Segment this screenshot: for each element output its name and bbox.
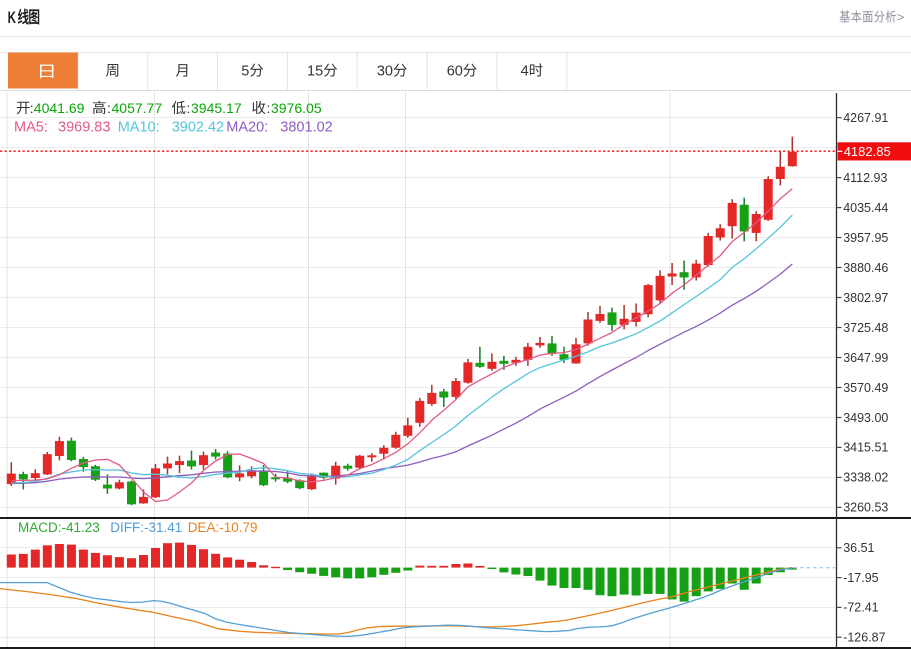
- svg-text:4041.69: 4041.69: [34, 100, 85, 116]
- svg-text:3880.46: 3880.46: [843, 261, 888, 275]
- svg-text:4267.91: 4267.91: [843, 111, 888, 125]
- svg-text:3957.95: 3957.95: [843, 231, 888, 245]
- svg-text:3945.17: 3945.17: [191, 100, 242, 116]
- svg-text:MA20:: MA20:: [226, 120, 268, 136]
- svg-text:3976.05: 3976.05: [271, 100, 322, 116]
- svg-text:3902.42: 3902.42: [172, 120, 224, 136]
- svg-text:3: 3: [377, 64, 385, 80]
- svg-text:MACD:-41.23: MACD:-41.23: [18, 520, 100, 535]
- svg-text:3493.00: 3493.00: [843, 411, 888, 425]
- svg-text:3725.48: 3725.48: [843, 321, 888, 335]
- svg-text:3415.51: 3415.51: [843, 441, 888, 455]
- svg-text:0: 0: [455, 64, 463, 80]
- svg-text::: :: [267, 100, 271, 116]
- svg-text:>: >: [897, 10, 905, 25]
- svg-text::: :: [107, 100, 111, 116]
- svg-text:K: K: [8, 9, 17, 28]
- svg-text:5: 5: [315, 64, 323, 80]
- svg-text:MA10:: MA10:: [118, 120, 160, 136]
- svg-text:3647.99: 3647.99: [843, 351, 888, 365]
- svg-text:4112.93: 4112.93: [843, 171, 887, 185]
- svg-text:4182.85: 4182.85: [844, 144, 891, 159]
- svg-text:3801.02: 3801.02: [280, 120, 332, 136]
- svg-text:36.51: 36.51: [843, 541, 874, 555]
- svg-text:3969.83: 3969.83: [58, 120, 110, 136]
- svg-text:0: 0: [385, 64, 393, 80]
- svg-text:3260.53: 3260.53: [843, 501, 888, 515]
- svg-text:-17.95: -17.95: [843, 571, 878, 585]
- svg-text:-72.41: -72.41: [843, 601, 878, 615]
- svg-text:-126.87: -126.87: [843, 631, 885, 645]
- svg-text:3338.02: 3338.02: [843, 471, 888, 485]
- svg-text:3802.97: 3802.97: [843, 291, 888, 305]
- svg-text:6: 6: [447, 64, 455, 80]
- svg-text:MA5:: MA5:: [14, 120, 48, 136]
- svg-text:4: 4: [521, 64, 529, 80]
- svg-text:4057.77: 4057.77: [112, 100, 163, 116]
- svg-text::: :: [30, 100, 34, 116]
- svg-text:3570.49: 3570.49: [843, 381, 888, 395]
- svg-text:5: 5: [241, 64, 249, 80]
- svg-text::: :: [187, 100, 191, 116]
- svg-text:4035.44: 4035.44: [843, 201, 888, 215]
- svg-text:DEA:-10.79: DEA:-10.79: [188, 520, 258, 535]
- svg-text:DIFF:-31.41: DIFF:-31.41: [110, 520, 182, 535]
- svg-text:1: 1: [307, 64, 315, 80]
